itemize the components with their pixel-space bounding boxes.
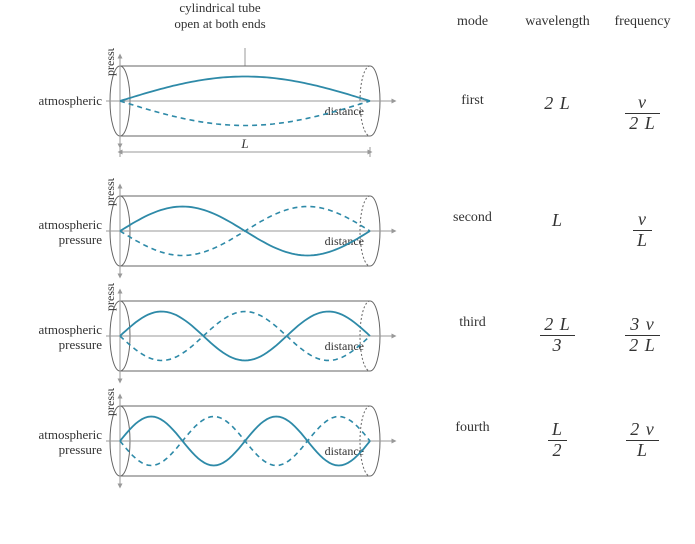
header-row: cylindrical tube open at both ends mode … — [10, 10, 685, 30]
svg-text:pressure: pressure — [59, 337, 103, 352]
tube-annotation: cylindrical tube open at both ends — [150, 0, 290, 31]
svg-text:distance: distance — [325, 104, 364, 118]
mode-name: fourth — [430, 420, 515, 461]
header-frequency: frequency — [600, 14, 685, 30]
frequency-value: vL — [600, 210, 685, 251]
mode-row-first: pressure distance atmospheric L first 2 … — [10, 48, 685, 178]
svg-text:pressure: pressure — [59, 232, 103, 247]
annotation-line2: open at both ends — [174, 16, 265, 31]
data-cells: fourth L2 2 vL — [430, 420, 685, 461]
data-cells: first 2 L v2 L — [430, 93, 685, 134]
table-header: mode wavelength frequency — [430, 14, 685, 30]
svg-text:atmospheric: atmospheric — [38, 322, 102, 337]
tube-diagram-fourth: pressure distance atmospheric pressure — [10, 388, 430, 493]
wavelength-value: L — [515, 210, 600, 251]
diagram-cell: pressure distance atmospheric pressure — [10, 388, 430, 493]
mode-row-second: pressure distance atmospheric pressure s… — [10, 178, 685, 283]
mode-row-third: pressure distance atmospheric pressure t… — [10, 283, 685, 388]
mode-rows: pressure distance atmospheric L first 2 … — [10, 48, 685, 493]
svg-text:pressure: pressure — [103, 48, 117, 76]
tube-diagram-first: pressure distance atmospheric L — [10, 48, 430, 178]
svg-text:atmospheric: atmospheric — [38, 217, 102, 232]
frequency-value: 2 vL — [600, 420, 685, 461]
diagram-cell: pressure distance atmospheric pressure — [10, 283, 430, 388]
figure-container: cylindrical tube open at both ends mode … — [10, 10, 685, 493]
data-cells: second L vL — [430, 210, 685, 251]
mode-name: first — [430, 93, 515, 134]
diagram-cell: pressure distance atmospheric L — [10, 48, 430, 178]
mode-name: second — [430, 210, 515, 251]
svg-text:pressure: pressure — [103, 388, 117, 416]
svg-text:atmospheric: atmospheric — [38, 93, 102, 108]
svg-text:pressure: pressure — [59, 442, 103, 457]
header-mode: mode — [430, 14, 515, 30]
svg-text:pressure: pressure — [103, 283, 117, 311]
wavelength-value: 2 L — [515, 93, 600, 134]
annotation-line1: cylindrical tube — [179, 0, 260, 15]
svg-text:L: L — [240, 136, 248, 151]
mode-row-fourth: pressure distance atmospheric pressure f… — [10, 388, 685, 493]
diagram-cell: pressure distance atmospheric pressure — [10, 178, 430, 283]
svg-text:pressure: pressure — [103, 178, 117, 206]
header-spacer: cylindrical tube open at both ends — [10, 10, 430, 30]
tube-diagram-second: pressure distance atmospheric pressure — [10, 178, 430, 283]
svg-text:atmospheric: atmospheric — [38, 427, 102, 442]
header-wavelength: wavelength — [515, 14, 600, 30]
frequency-value: v2 L — [600, 93, 685, 134]
wavelength-value: L2 — [515, 420, 600, 461]
data-cells: third 2 L3 3 v2 L — [430, 315, 685, 356]
wavelength-value: 2 L3 — [515, 315, 600, 356]
tube-diagram-third: pressure distance atmospheric pressure — [10, 283, 430, 388]
mode-name: third — [430, 315, 515, 356]
frequency-value: 3 v2 L — [600, 315, 685, 356]
